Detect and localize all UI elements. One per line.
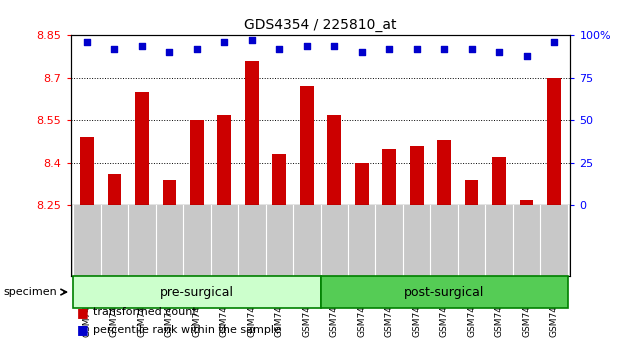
Bar [73,276,320,308]
Point [137,43,147,48]
Point [494,50,504,55]
Bar [135,92,149,205]
Bar [382,149,396,205]
Text: ■: ■ [77,324,88,336]
Point [110,46,120,52]
Point [356,50,367,55]
Point [467,46,477,52]
Point [384,46,394,52]
Bar [108,174,121,205]
Bar [245,61,259,205]
Text: ■: ■ [77,306,88,319]
Bar [190,120,204,205]
Text: transformed count: transformed count [93,307,197,317]
Bar [437,140,451,205]
Bar [520,200,533,205]
Point [329,43,339,48]
Bar [320,276,568,308]
Bar [355,163,369,205]
Bar [272,154,286,205]
Bar [163,180,176,205]
Bar [547,78,561,205]
Bar [328,115,341,205]
Bar [217,115,231,205]
Text: post-surgical: post-surgical [404,286,485,298]
Text: pre-surgical: pre-surgical [160,286,234,298]
Point [412,46,422,52]
Point [302,43,312,48]
Title: GDS4354 / 225810_at: GDS4354 / 225810_at [244,18,397,32]
Point [82,39,92,45]
Point [521,53,531,59]
Text: percentile rank within the sample: percentile rank within the sample [93,325,281,335]
Point [247,38,257,43]
Bar [492,157,506,205]
Bar [300,86,313,205]
Text: specimen: specimen [3,287,57,297]
Point [219,39,229,45]
Point [549,39,559,45]
Bar [80,137,94,205]
Point [164,50,174,55]
Bar [410,146,424,205]
Point [439,46,449,52]
Bar [465,180,478,205]
Point [274,46,285,52]
Point [192,46,202,52]
